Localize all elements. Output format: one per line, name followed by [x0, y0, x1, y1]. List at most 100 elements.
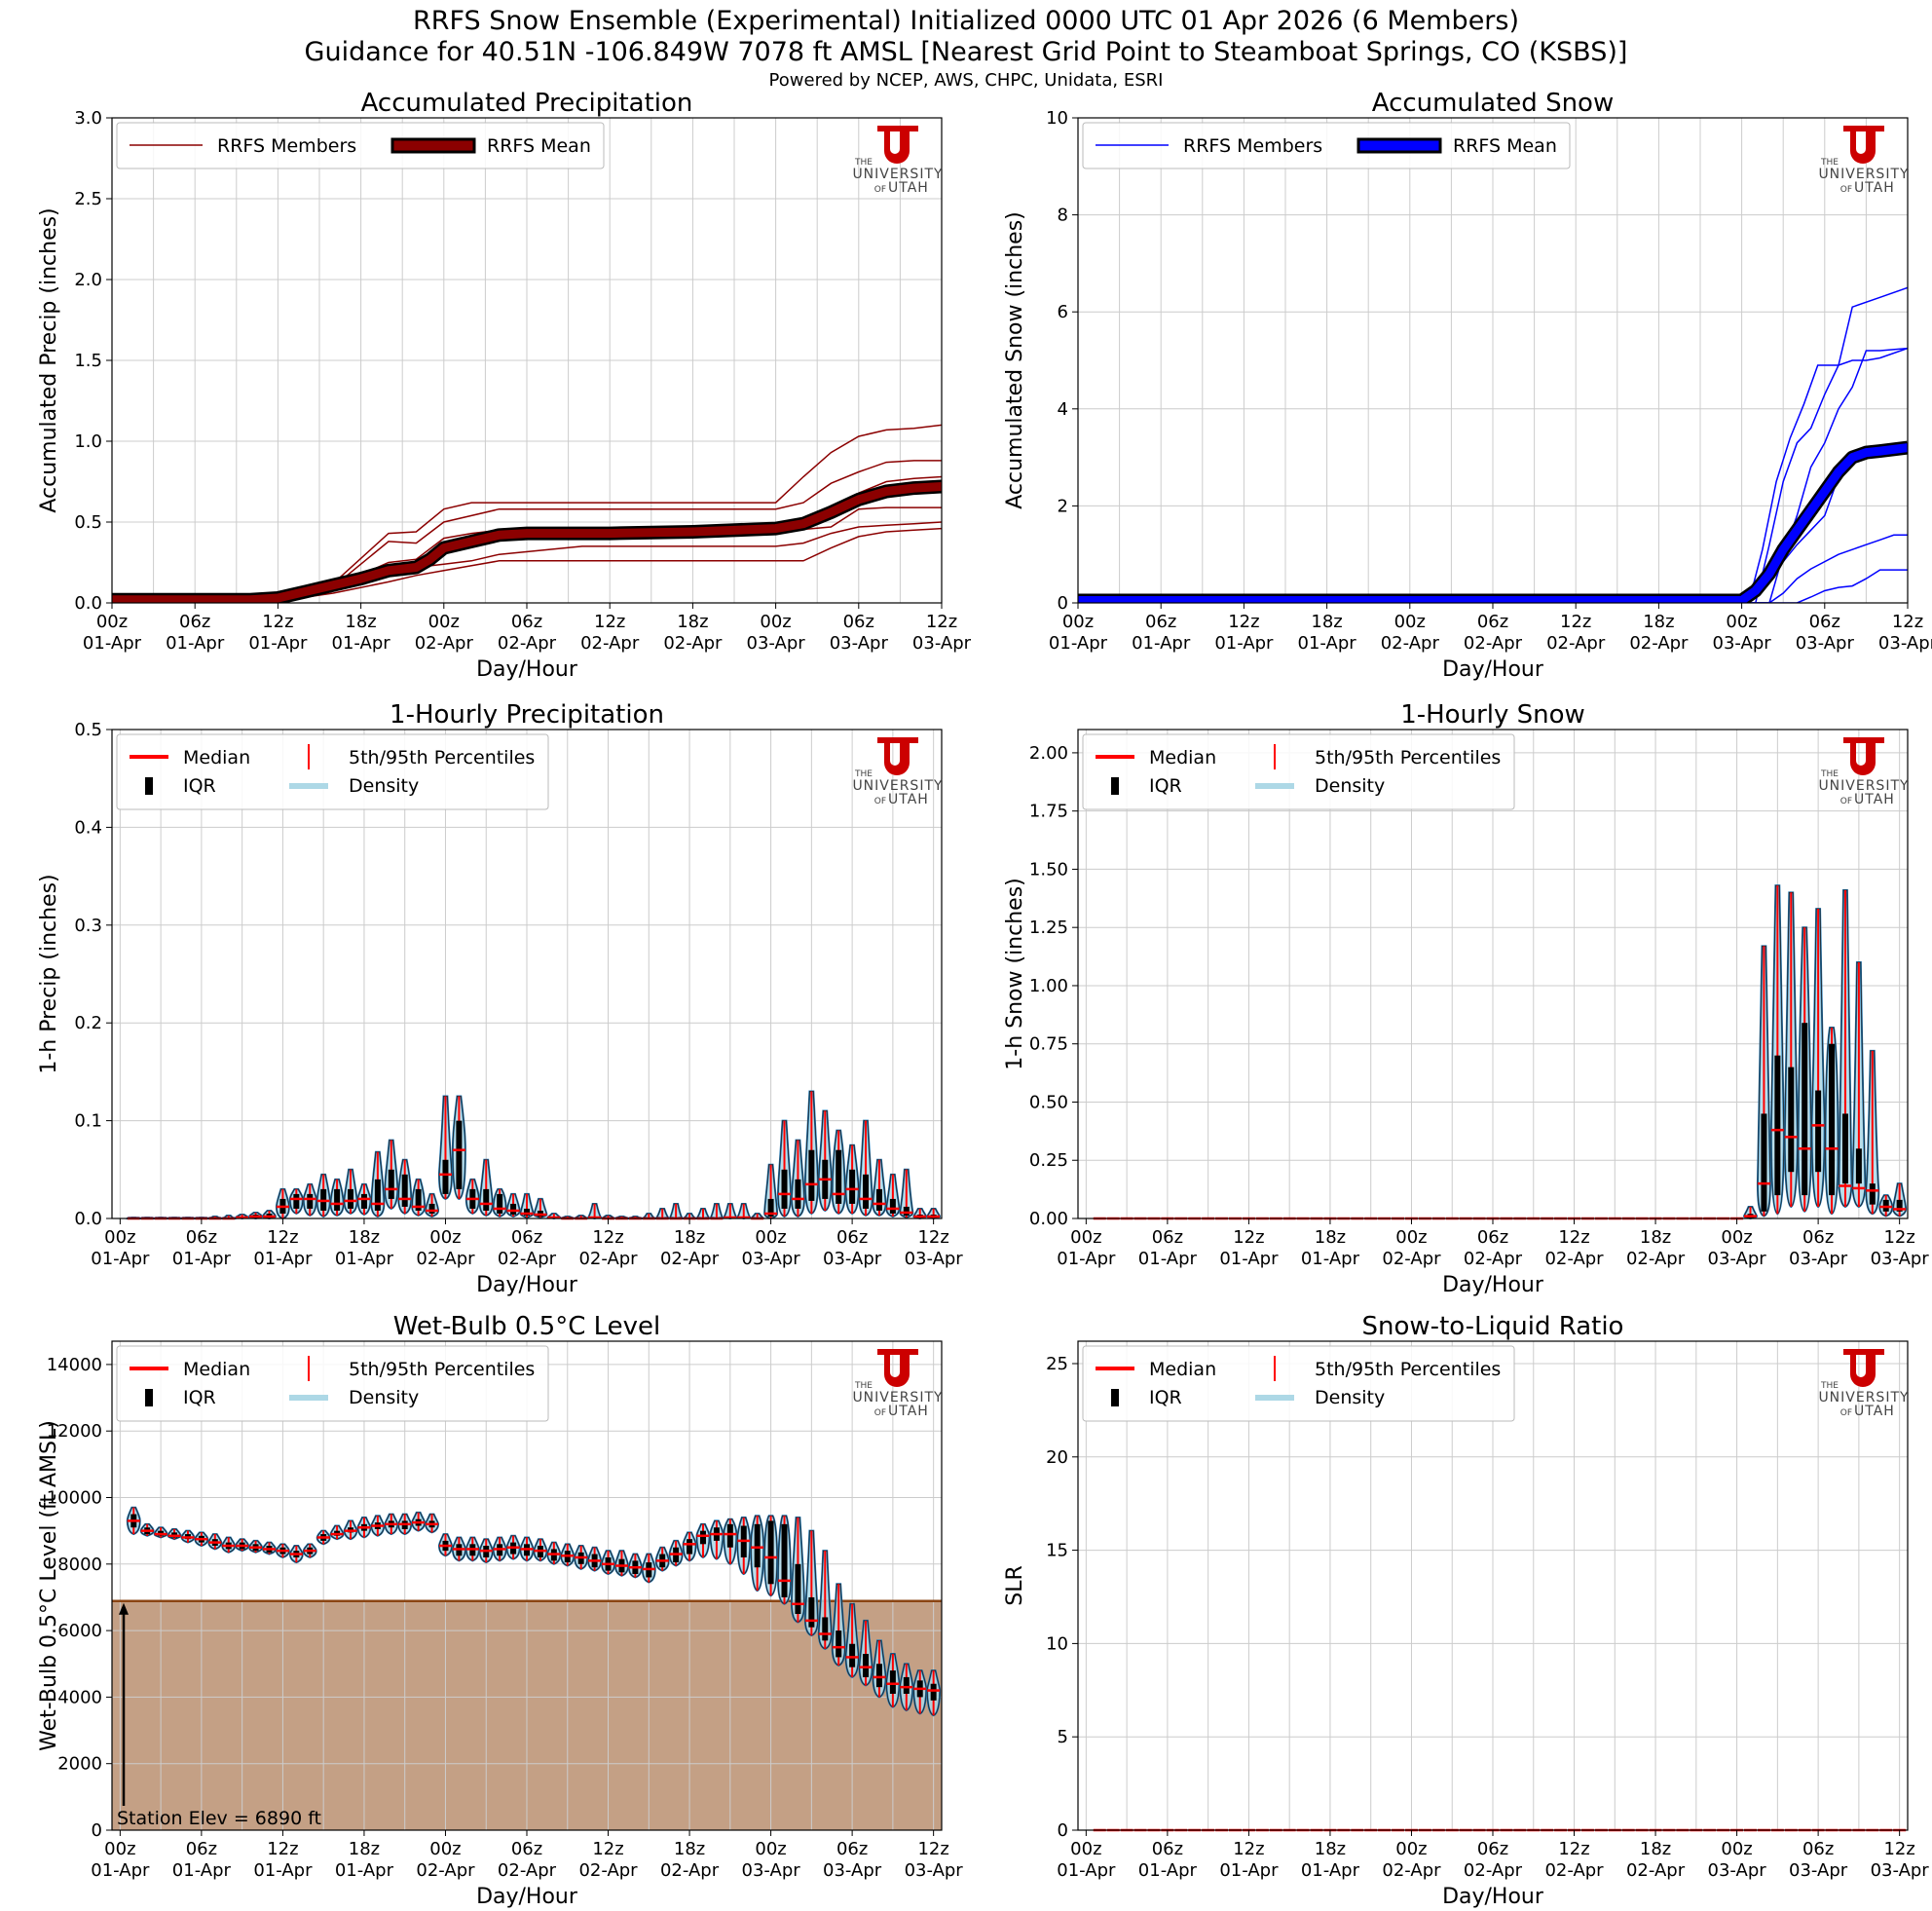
iqr-bar [348, 1188, 354, 1209]
iqr-bar [849, 1643, 856, 1667]
x-tick-label-date: 03-Apr [1789, 1249, 1848, 1269]
violin-hour-55 [1824, 1026, 1839, 1216]
iqr-bar [849, 1169, 856, 1204]
x-tick-label-hour: 06z [511, 612, 542, 632]
x-axis-label: Day/Hour [476, 1273, 578, 1297]
legend-mean-label: RRFS Mean [1453, 135, 1557, 157]
iqr-bar [388, 1169, 394, 1199]
x-tick-label-date: 01-Apr [1301, 1860, 1360, 1881]
x-tick-label-date: 01-Apr [83, 633, 142, 654]
logo-u-bar [1843, 126, 1884, 131]
x-tick-label-hour: 18z [1640, 1839, 1671, 1859]
logo-u-shape [1843, 126, 1878, 164]
legend-box [116, 733, 549, 810]
violin-hour-21 [397, 1158, 413, 1216]
legend-box [116, 122, 605, 169]
violin-outline [207, 1533, 222, 1550]
violin-outline [710, 1520, 724, 1560]
violin-outline [791, 1517, 805, 1623]
member-line-6 [112, 527, 942, 603]
iqr-bar [863, 1174, 870, 1209]
legend-box [1082, 1345, 1515, 1422]
legend-mean-label: RRFS Mean [487, 135, 591, 157]
x-tick-label-date: 02-Apr [416, 1249, 475, 1269]
x-tick-label-hour: 00z [1721, 1839, 1752, 1859]
logo-university: UNIVERSITY [852, 778, 943, 794]
y-tick-label: 3.0 [74, 108, 102, 129]
x-tick-label-hour: 06z [186, 1227, 217, 1248]
logo-u-bar [1843, 1349, 1884, 1355]
x-tick-label-hour: 18z [1643, 612, 1674, 632]
violin-hour-60 [926, 1207, 942, 1220]
logo-u-shape [877, 126, 912, 164]
violin-hour-22 [411, 1178, 427, 1218]
violin-hour-47 [750, 1212, 765, 1220]
grid [1078, 1341, 1908, 1831]
violin-hour-49 [1743, 1206, 1759, 1220]
x-tick-label-hour: 00z [1070, 1839, 1101, 1859]
y-tick-label: 2.00 [1029, 743, 1068, 764]
x-tick-label-date: 02-Apr [1544, 1249, 1604, 1269]
violin-hour-28 [492, 1536, 507, 1562]
violin-outline [425, 1514, 439, 1533]
iqr-bar [781, 1169, 788, 1209]
y-tick-label: 2.5 [74, 189, 102, 209]
x-tick-label-hour: 12z [592, 1839, 623, 1859]
x-tick-label-date: 02-Apr [1626, 1249, 1686, 1269]
iqr-bar [401, 1174, 408, 1207]
y-tick-label: 0 [1058, 593, 1068, 614]
x-tick-label-hour: 06z [1809, 612, 1840, 632]
x-tick-label-hour: 00z [1394, 612, 1426, 632]
legend-density-label: Density [349, 1387, 419, 1408]
legend-percentile-label: 5th/95th Percentiles [1315, 747, 1501, 768]
x-tick-label-hour: 00z [755, 1839, 786, 1859]
legend-iqr-swatch [1111, 1389, 1119, 1406]
violin-hour-12 [275, 1543, 290, 1559]
x-tick-label-date: 03-Apr [1708, 1249, 1767, 1269]
violin-outline [574, 1545, 588, 1570]
x-tick-label-date: 01-Apr [1138, 1860, 1198, 1881]
violin-hour-46 [736, 1516, 752, 1576]
violin-outline [330, 1179, 344, 1217]
iqr-bar [1829, 1043, 1836, 1196]
logo-the: THE [1820, 1381, 1839, 1391]
violin-hour-27 [478, 1538, 494, 1564]
x-tick-label-hour: 06z [511, 1227, 542, 1248]
violin-hour-19 [370, 1150, 386, 1218]
iqr-bar [903, 1206, 910, 1216]
violin-hour-48 [763, 1163, 779, 1220]
violin-hour-8 [221, 1536, 237, 1554]
x-tick-label-hour: 12z [267, 1227, 298, 1248]
x-tick-label-date: 01-Apr [172, 1249, 232, 1269]
violin-hour-32 [546, 1212, 562, 1220]
x-tick-label-hour: 18z [345, 612, 376, 632]
logo-the: THE [1820, 158, 1839, 168]
y-axis-label: Wet-Bulb 0.5°C Level (ft AMSL) [37, 1420, 61, 1751]
violin-hour-29 [505, 1534, 521, 1560]
y-tick-label: 0.4 [74, 817, 102, 838]
grid [1077, 117, 1909, 604]
iqr-bar [334, 1188, 341, 1211]
x-tick-label-hour: 12z [1883, 1839, 1914, 1859]
x-tick-label-date: 01-Apr [335, 1249, 394, 1269]
iqr-bar [360, 1193, 367, 1209]
logo-of: OF [1840, 185, 1852, 195]
x-tick-label-date: 03-Apr [1708, 1860, 1767, 1881]
violin-hour-58 [1865, 1049, 1880, 1216]
x-tick-label-hour: 12z [1228, 612, 1259, 632]
x-tick-label-date: 02-Apr [1464, 1249, 1523, 1269]
iqr-bar [1788, 1067, 1795, 1173]
violin-hour-25 [451, 1095, 466, 1200]
logo-utah: UTAH [888, 1404, 929, 1419]
legend-box [116, 1345, 549, 1422]
x-tick-label-date: 03-Apr [905, 1860, 964, 1881]
violin-hour-16 [329, 1178, 345, 1218]
violin-hour-54 [844, 1143, 860, 1216]
logo-u-bar [877, 737, 918, 743]
panel-wet-bulb-level: 0200040006000800010000120001400000z01-Ap… [37, 1312, 964, 1909]
legend-iqr-label: IQR [1149, 1387, 1182, 1408]
iqr-bar [903, 1676, 910, 1694]
violin-hour-29 [505, 1192, 521, 1218]
iqr-bar [808, 1149, 815, 1201]
